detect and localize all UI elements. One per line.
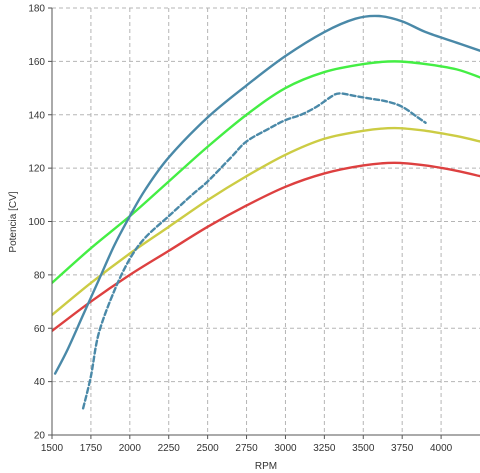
x-tick-label: 1750 xyxy=(80,443,103,454)
x-tick-label: 4000 xyxy=(430,443,453,454)
x-tick-label: 2750 xyxy=(235,443,258,454)
y-tick-label: 40 xyxy=(34,377,46,388)
series-group xyxy=(52,14,480,410)
y-tick-label: 180 xyxy=(28,4,45,15)
series-line-2 xyxy=(52,126,480,317)
tick-labels: 1500 1750 2000 2250 2500 2750 3000 3250 3500 3750… xyxy=(28,4,452,455)
series-line-3 xyxy=(52,60,480,285)
y-tick-label: 100 xyxy=(28,217,45,228)
series-line-4 xyxy=(53,14,480,375)
x-tick-label: 3250 xyxy=(313,443,336,454)
x-tick-label: 1500 xyxy=(41,443,64,454)
axes xyxy=(48,7,480,439)
x-tick-label: 3500 xyxy=(352,443,375,454)
x-tick-label: 3750 xyxy=(391,443,414,454)
grid xyxy=(52,7,480,435)
series-line-1 xyxy=(52,161,480,333)
y-tick-label: 120 xyxy=(28,164,45,175)
y-axis-label: Potencia [CV] xyxy=(8,191,19,252)
y-tick-label: 160 xyxy=(28,57,45,68)
x-tick-label: 2000 xyxy=(119,443,142,454)
y-tick-label: 80 xyxy=(34,270,46,281)
x-tick-label: 3000 xyxy=(274,443,297,454)
y-tick-label: 60 xyxy=(34,324,46,335)
y-tick-label: 140 xyxy=(28,110,45,121)
x-axis-label: RPM xyxy=(255,461,277,472)
x-tick-label: 2500 xyxy=(197,443,220,454)
series-line-5 xyxy=(81,92,427,410)
x-tick-label: 2250 xyxy=(158,443,181,454)
y-tick-label: 20 xyxy=(34,431,46,442)
